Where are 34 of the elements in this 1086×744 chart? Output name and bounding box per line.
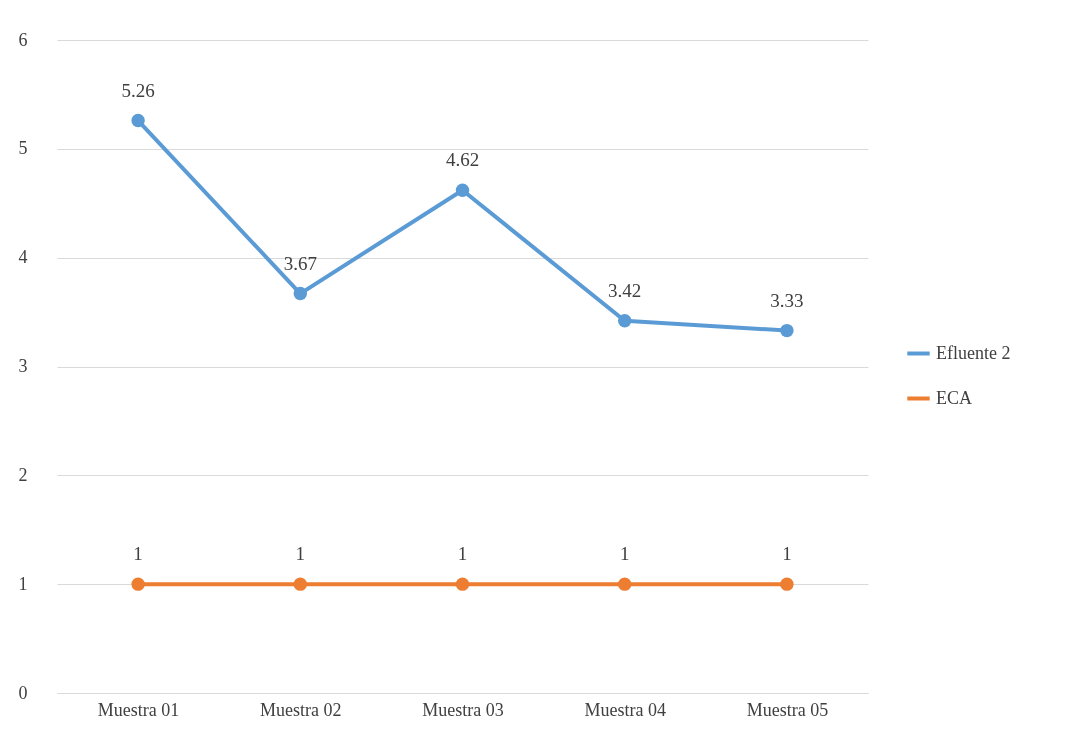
data-label: 1 — [782, 543, 792, 565]
data-label: 1 — [295, 543, 306, 565]
point — [131, 577, 145, 591]
y-tick-label: 6 — [18, 29, 28, 50]
y-tick-label: 3 — [18, 356, 28, 376]
data-label: 4.62 — [445, 149, 480, 171]
point — [617, 314, 632, 328]
x-tick-label: Muestra 05 — [746, 699, 829, 720]
point — [617, 577, 632, 591]
data-label: 5.26 — [121, 79, 155, 101]
y-tick-label: 5 — [18, 138, 28, 159]
point — [293, 286, 308, 301]
data-label: 1 — [133, 543, 143, 565]
y-tick-label: 2 — [18, 464, 28, 485]
x-tick-label: Muestra 04 — [584, 699, 666, 720]
x-tick-label: Muestra 01 — [97, 699, 180, 720]
y-tick-label: 0 — [18, 682, 28, 703]
point — [780, 323, 794, 338]
point — [780, 577, 794, 591]
x-tick-label: Muestra 03 — [422, 699, 504, 720]
legend-label: Efluente 2 — [936, 342, 1011, 363]
y-tick-label: 1 — [18, 573, 28, 594]
x-tick-label: Muestra 02 — [260, 699, 342, 720]
data-label: 1 — [619, 543, 630, 565]
point — [131, 113, 145, 128]
point — [293, 577, 308, 591]
legend-label: ECA — [936, 387, 972, 408]
point — [455, 577, 470, 591]
data-label: 1 — [457, 543, 468, 565]
data-label: 3.42 — [608, 279, 642, 301]
point — [455, 183, 470, 197]
data-label: 3.33 — [770, 289, 804, 311]
y-tick-label: 4 — [18, 247, 28, 268]
data-label: 3.67 — [283, 252, 317, 274]
